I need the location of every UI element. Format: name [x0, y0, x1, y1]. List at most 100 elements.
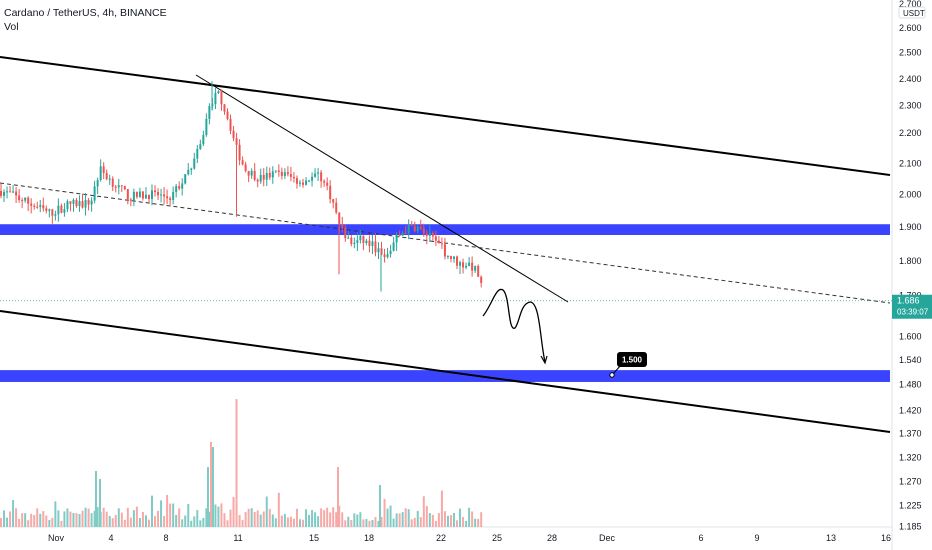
volume-bar [428, 513, 431, 527]
candle-body [181, 183, 184, 189]
volume-bar [138, 518, 141, 527]
x-tick-label: 6 [698, 533, 703, 543]
candle-body [42, 205, 45, 209]
candle-body [456, 256, 459, 266]
volume-bar [21, 513, 24, 527]
volume-bar [271, 514, 274, 527]
candle-body [54, 214, 57, 216]
candle-body [386, 254, 389, 258]
candle-body [380, 248, 383, 255]
candle-body [129, 199, 132, 201]
candle-body [241, 160, 244, 165]
volume-bar [81, 510, 84, 527]
candle-body [141, 191, 144, 199]
descending-trendline [195, 74, 569, 303]
candle-body [335, 202, 338, 213]
candle-body [446, 255, 449, 257]
candle-body [459, 262, 462, 266]
y-tick-label: 1.420 [899, 406, 922, 416]
candle-body [416, 226, 419, 232]
volume-bar [338, 505, 341, 527]
volume-bar [474, 518, 477, 527]
candle-body [368, 240, 371, 246]
candle-body [362, 235, 365, 244]
volume-bar [286, 517, 289, 527]
y-tick-label: 2.100 [899, 159, 922, 169]
candle-body [449, 255, 452, 259]
volume-bar [283, 514, 286, 527]
candle-body [63, 209, 66, 213]
volume-bar [114, 514, 117, 527]
volume-bar [371, 519, 374, 527]
candle-body [323, 181, 326, 183]
volume-bar [51, 517, 54, 527]
candle-body [96, 180, 99, 187]
candle-body [392, 242, 395, 251]
chart-title: Cardano / TetherUS, 4h, BINANCE [4, 7, 167, 19]
volume-bar [132, 510, 135, 527]
candle-body [434, 236, 437, 241]
candle-body [280, 171, 283, 176]
volume-bar [199, 520, 202, 527]
volume-bar [453, 512, 455, 527]
candle-body [259, 174, 262, 182]
volume-bar [410, 519, 413, 527]
candle-body [389, 250, 392, 255]
candle-body [244, 164, 247, 171]
candle-body [66, 201, 69, 210]
candle-body [126, 189, 129, 200]
candle-body [471, 262, 474, 271]
volume-bar [15, 508, 18, 527]
candle-body [120, 185, 123, 187]
volume-bar [359, 512, 362, 527]
volume-bar [36, 508, 39, 527]
volume-bar [311, 510, 314, 527]
volume-bar [6, 517, 9, 527]
volume-bar [84, 507, 87, 527]
volume-bar [335, 512, 338, 527]
last-price-label: 1.686 [897, 296, 920, 306]
y-tick-label: 1.480 [899, 380, 922, 390]
chart-legend: Cardano / TetherUS, 4h, BINANCE Vol [4, 6, 167, 34]
candle-body [178, 185, 181, 189]
volume-bar [160, 500, 163, 527]
candle-body [326, 182, 329, 186]
volume-bar [277, 492, 280, 527]
volume-bar [456, 520, 459, 527]
x-tick-label: 8 [163, 533, 168, 543]
y-tick-label: 1.900 [899, 222, 922, 232]
volume-bar [380, 516, 383, 527]
volume-bar [465, 520, 468, 527]
candle-body [341, 224, 344, 228]
volume-bar [42, 511, 45, 527]
volume-bar [431, 514, 434, 527]
volume-bar [87, 508, 90, 527]
volume-bar [178, 508, 181, 527]
volume-bar [398, 513, 401, 527]
candle-body [226, 111, 229, 119]
volume-bar [229, 509, 232, 527]
channel-lower-line [0, 310, 891, 433]
candle-body [468, 262, 471, 266]
volume-bar [280, 515, 283, 527]
volume-bar [120, 512, 123, 527]
candle-body [289, 174, 292, 177]
candle-body [30, 203, 33, 206]
volume-bar [274, 518, 277, 527]
candle-body [157, 191, 160, 196]
y-tick-label: 2.000 [899, 190, 922, 200]
candle-body [311, 176, 314, 181]
y-tick-label: 1.320 [899, 453, 922, 463]
candle-body [57, 205, 60, 215]
candle-body [78, 201, 81, 207]
y-tick-label: 1.540 [899, 355, 922, 365]
candle-body [383, 254, 386, 258]
candle-body [374, 241, 377, 253]
volume-bar [471, 511, 474, 527]
y-tick-label: 2.400 [899, 74, 922, 84]
candle-body [365, 240, 368, 244]
candle-body [410, 224, 413, 226]
volume-bar [379, 485, 381, 527]
